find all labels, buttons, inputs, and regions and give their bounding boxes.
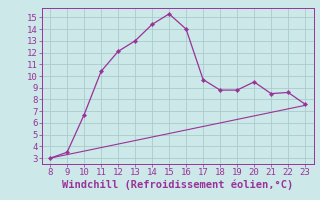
X-axis label: Windchill (Refroidissement éolien,°C): Windchill (Refroidissement éolien,°C)	[62, 180, 293, 190]
